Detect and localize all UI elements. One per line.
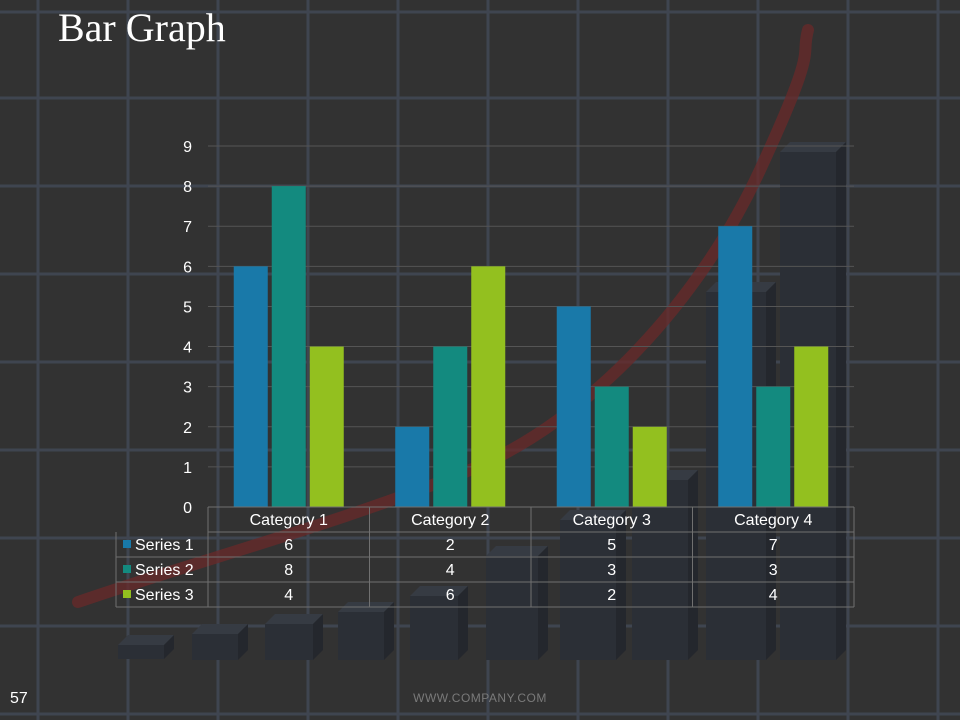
table-value: 6: [446, 587, 455, 604]
bar: [756, 386, 791, 507]
slide-title: Bar Graph: [58, 5, 226, 50]
table-category-label: Category 4: [734, 512, 812, 529]
bg-3d-bar: [338, 612, 384, 660]
bg-3d-bar: [486, 556, 538, 660]
bg-3d-bar-side: [836, 142, 846, 660]
bar: [718, 226, 753, 507]
bg-3d-bar-top: [560, 510, 626, 520]
bg-3d-bar: [192, 634, 238, 660]
bg-3d-bar-side: [164, 635, 174, 659]
bar: [471, 266, 506, 507]
y-tick-label: 1: [183, 460, 192, 477]
y-tick-label: 2: [183, 420, 192, 437]
table-value: 4: [769, 587, 778, 604]
bar: [433, 346, 468, 507]
bg-trend-curve: [72, 24, 814, 608]
table-value: 4: [284, 587, 293, 604]
table-category-label: Category 2: [411, 512, 489, 529]
page-number: 57: [10, 690, 28, 707]
footer-url: WWW.COMPANY.COM: [413, 691, 547, 705]
y-tick-label: 5: [183, 299, 192, 316]
bg-3d-bar-top: [410, 586, 468, 596]
bar: [556, 306, 591, 507]
table-value: 6: [284, 537, 293, 554]
bar: [794, 346, 829, 507]
table-category-label: Category 1: [250, 512, 328, 529]
table-value: 5: [607, 537, 616, 554]
y-tick-label: 6: [183, 259, 192, 276]
legend-label: Series 3: [135, 587, 194, 604]
table-value: 3: [769, 562, 778, 579]
table-value: 2: [607, 587, 616, 604]
bg-3d-bar: [265, 624, 313, 660]
bg-3d-bar: [632, 480, 688, 660]
legend-swatch: [123, 540, 131, 548]
y-tick-label: 8: [183, 179, 192, 196]
table-value: 2: [446, 537, 455, 554]
bg-3d-bar-top: [780, 142, 846, 152]
bg-3d-bar-side: [458, 586, 468, 660]
legend-label: Series 2: [135, 562, 194, 579]
bar: [594, 386, 629, 507]
bg-3d-bar-side: [538, 546, 548, 660]
bg-3d-bar: [118, 645, 164, 659]
table-value: 3: [607, 562, 616, 579]
bar: [395, 426, 430, 507]
bar: [632, 426, 667, 507]
y-tick-label: 0: [183, 500, 192, 517]
table-value: 4: [446, 562, 455, 579]
bg-3d-bar: [560, 520, 616, 660]
bar: [233, 266, 268, 507]
bar: [309, 346, 344, 507]
bg-3d-bar-side: [238, 624, 248, 660]
bg-3d-bar-side: [384, 602, 394, 660]
bg-3d-bar-top: [192, 624, 248, 634]
table-category-label: Category 3: [573, 512, 651, 529]
bg-3d-bar-top: [486, 546, 548, 556]
bg-3d-bar-top: [118, 635, 174, 645]
legend-swatch: [123, 590, 131, 598]
y-tick-label: 4: [183, 340, 192, 357]
bg-3d-bar-top: [265, 614, 323, 624]
legend-label: Series 1: [135, 537, 194, 554]
y-tick-label: 3: [183, 380, 192, 397]
table-value: 8: [284, 562, 293, 579]
y-tick-label: 7: [183, 219, 192, 236]
y-tick-label: 9: [183, 139, 192, 156]
table-value: 7: [769, 537, 778, 554]
bg-3d-bar-side: [313, 614, 323, 660]
bg-3d-bar-side: [616, 510, 626, 660]
legend-swatch: [123, 565, 131, 573]
bar: [271, 186, 306, 507]
